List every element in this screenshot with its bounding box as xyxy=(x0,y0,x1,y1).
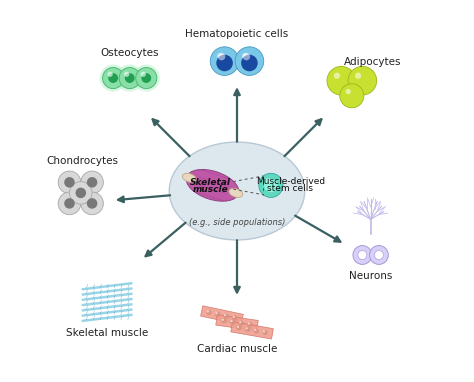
Circle shape xyxy=(239,321,244,326)
Ellipse shape xyxy=(182,173,196,182)
Circle shape xyxy=(370,246,388,264)
Circle shape xyxy=(259,173,283,197)
Circle shape xyxy=(215,312,218,314)
Circle shape xyxy=(108,73,118,83)
Circle shape xyxy=(243,53,250,60)
Circle shape xyxy=(264,178,270,184)
Ellipse shape xyxy=(186,170,239,201)
Circle shape xyxy=(64,198,75,209)
Polygon shape xyxy=(216,315,258,331)
Circle shape xyxy=(216,55,233,71)
Circle shape xyxy=(222,319,224,321)
Circle shape xyxy=(247,322,253,327)
Circle shape xyxy=(210,47,239,75)
Circle shape xyxy=(81,192,103,215)
Circle shape xyxy=(217,53,223,59)
Circle shape xyxy=(224,314,226,316)
Circle shape xyxy=(264,178,278,192)
Circle shape xyxy=(237,325,242,331)
Circle shape xyxy=(233,316,235,318)
Circle shape xyxy=(124,72,129,77)
Circle shape xyxy=(248,322,250,325)
Circle shape xyxy=(133,65,160,92)
Circle shape xyxy=(206,310,212,315)
Circle shape xyxy=(374,251,383,259)
Circle shape xyxy=(81,171,103,194)
Circle shape xyxy=(224,314,229,319)
Circle shape xyxy=(102,68,124,89)
Circle shape xyxy=(221,318,227,324)
Circle shape xyxy=(58,192,81,215)
Circle shape xyxy=(254,329,256,331)
Text: Skeletal muscle: Skeletal muscle xyxy=(66,328,148,338)
Circle shape xyxy=(215,312,220,317)
Circle shape xyxy=(58,171,81,194)
Circle shape xyxy=(125,73,135,83)
Circle shape xyxy=(346,89,351,94)
Circle shape xyxy=(235,47,264,75)
Polygon shape xyxy=(231,322,273,339)
Circle shape xyxy=(64,177,75,188)
Circle shape xyxy=(70,181,92,204)
Circle shape xyxy=(263,330,265,333)
Circle shape xyxy=(355,73,361,79)
Ellipse shape xyxy=(169,142,305,240)
Circle shape xyxy=(263,330,268,335)
Circle shape xyxy=(245,327,250,332)
Circle shape xyxy=(254,329,259,334)
Text: muscle: muscle xyxy=(193,185,228,194)
Circle shape xyxy=(207,310,209,312)
Circle shape xyxy=(108,72,113,77)
Text: stem cells: stem cells xyxy=(267,184,313,193)
Circle shape xyxy=(218,53,225,60)
Text: Osteocytes: Osteocytes xyxy=(100,49,159,58)
Circle shape xyxy=(242,53,248,59)
Text: Neurons: Neurons xyxy=(349,271,392,281)
Circle shape xyxy=(119,68,140,89)
Circle shape xyxy=(353,246,372,264)
Text: Chondrocytes: Chondrocytes xyxy=(46,156,118,166)
Circle shape xyxy=(116,65,143,92)
Circle shape xyxy=(230,319,235,325)
Circle shape xyxy=(340,84,364,108)
Circle shape xyxy=(87,177,97,188)
Text: Skeletal: Skeletal xyxy=(190,178,231,187)
Circle shape xyxy=(87,198,97,209)
Text: (e.g., side populations): (e.g., side populations) xyxy=(189,219,285,228)
Ellipse shape xyxy=(229,188,243,197)
Text: Adipocytes: Adipocytes xyxy=(344,57,401,67)
Circle shape xyxy=(241,55,258,71)
Circle shape xyxy=(141,72,146,77)
Polygon shape xyxy=(201,306,243,325)
Circle shape xyxy=(246,327,248,330)
Circle shape xyxy=(348,66,377,95)
Circle shape xyxy=(141,73,151,83)
Circle shape xyxy=(358,251,367,259)
Circle shape xyxy=(334,73,340,79)
Circle shape xyxy=(75,188,86,198)
Circle shape xyxy=(230,320,233,322)
Text: Cardiac muscle: Cardiac muscle xyxy=(197,344,277,354)
Circle shape xyxy=(239,321,241,324)
Circle shape xyxy=(232,315,237,320)
Circle shape xyxy=(100,65,127,92)
Circle shape xyxy=(327,66,356,95)
Circle shape xyxy=(136,68,157,89)
Text: Hematopoietic cells: Hematopoietic cells xyxy=(185,29,289,39)
Text: Muscle-derived: Muscle-derived xyxy=(256,177,325,186)
Circle shape xyxy=(237,326,239,328)
